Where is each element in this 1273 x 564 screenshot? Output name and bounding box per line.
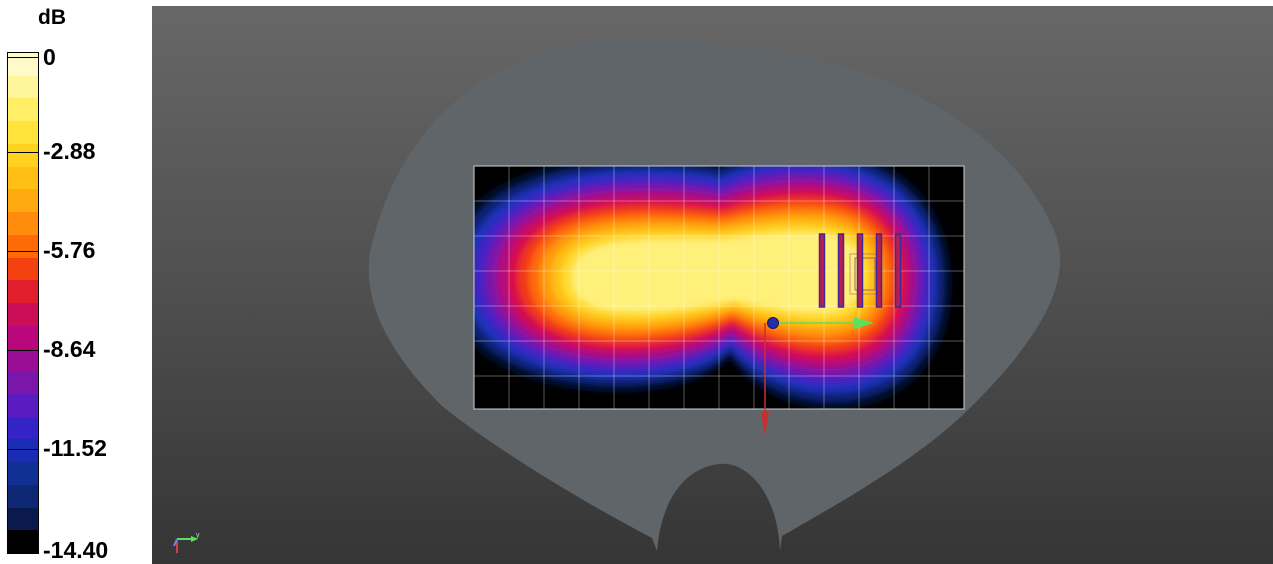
legend-swatch [8, 371, 38, 395]
field-plane-border [473, 165, 965, 410]
legend-swatch [8, 530, 38, 554]
svg-text:y: y [196, 532, 200, 539]
legend-swatch [8, 75, 38, 99]
legend-swatch [8, 189, 38, 213]
array-probe-icon[interactable] [818, 233, 902, 308]
legend-swatch [8, 212, 38, 235]
origin-marker-icon[interactable] [761, 317, 874, 436]
colorbar-legend: dB 0 -2.88 -5.76 -8.64 -11.52 -14.40 [0, 0, 152, 564]
probe-element [818, 233, 826, 308]
legend-swatch [8, 53, 38, 76]
legend-swatch [8, 325, 38, 349]
legend-swatch [8, 303, 38, 326]
probe-element [856, 233, 864, 308]
legend-swatch [8, 143, 38, 167]
legend-swatch [8, 484, 38, 508]
legend-swatch [8, 280, 38, 304]
legend-swatch [8, 257, 38, 281]
probe-element [875, 233, 883, 308]
legend-swatch [8, 439, 38, 463]
legend-swatch [8, 234, 38, 258]
field-distribution-plane [474, 166, 964, 409]
legend-swatch [8, 166, 38, 190]
legend-swatch [8, 394, 38, 417]
probe-element [894, 233, 902, 308]
scene-canvas[interactable]: y [152, 6, 1273, 564]
legend-swatch [8, 121, 38, 144]
field-contour [572, 233, 862, 313]
legend-swatch [8, 462, 38, 485]
probe-element [837, 233, 845, 308]
legend-swatch [8, 507, 38, 531]
legend-swatch [8, 416, 38, 440]
legend-unit: dB [38, 6, 66, 29]
legend-swatch [8, 348, 38, 372]
legend-color-bar [7, 52, 39, 554]
3d-viewport[interactable]: y [152, 6, 1273, 564]
legend-swatch [8, 98, 38, 122]
axis-triad-icon: y [173, 532, 200, 553]
